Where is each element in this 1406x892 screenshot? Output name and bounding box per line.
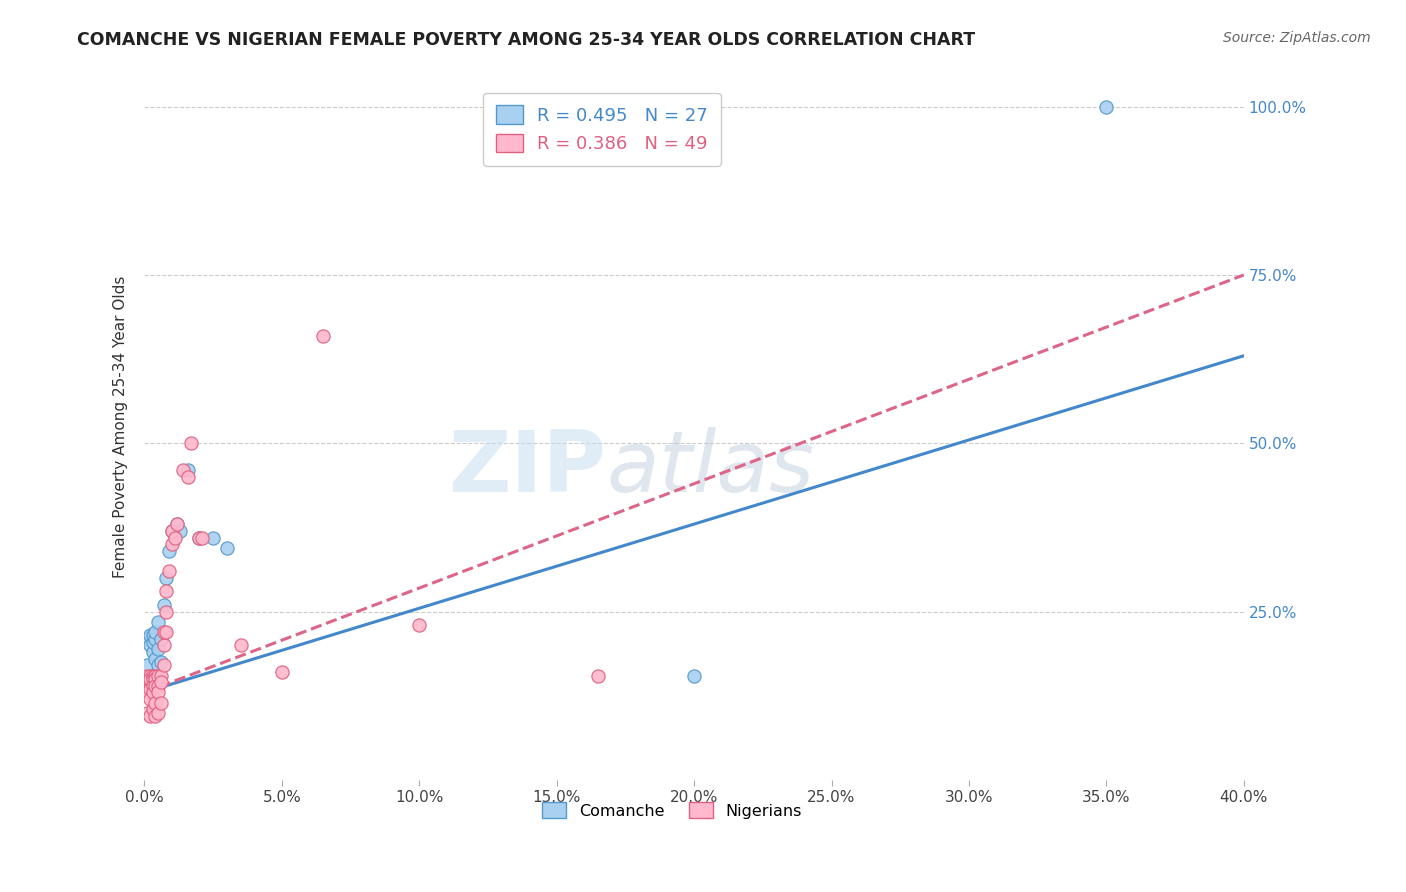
Point <box>136 706 159 720</box>
Point <box>152 624 174 639</box>
Point <box>155 624 177 639</box>
Point <box>142 628 165 642</box>
Point <box>157 544 180 558</box>
Point <box>270 665 292 680</box>
Point <box>142 702 165 716</box>
Point <box>136 668 159 682</box>
Point <box>145 652 167 666</box>
Point <box>139 675 162 690</box>
Point <box>136 685 159 699</box>
Point <box>215 541 238 555</box>
Point <box>142 679 165 693</box>
Point <box>163 531 186 545</box>
Legend: Comanche, Nigerians: Comanche, Nigerians <box>536 796 808 825</box>
Point <box>152 658 174 673</box>
Text: atlas: atlas <box>606 427 814 510</box>
Point <box>152 598 174 612</box>
Point <box>146 668 169 682</box>
Y-axis label: Female Poverty Among 25-34 Year Olds: Female Poverty Among 25-34 Year Olds <box>114 276 128 578</box>
Point <box>191 531 214 545</box>
Point <box>136 658 159 673</box>
Point <box>172 463 194 477</box>
Point <box>166 517 188 532</box>
Text: Source: ZipAtlas.com: Source: ZipAtlas.com <box>1223 31 1371 45</box>
Point <box>188 531 211 545</box>
Point <box>136 632 159 646</box>
Point <box>145 668 167 682</box>
Point <box>145 632 167 646</box>
Point <box>169 524 191 538</box>
Point <box>152 638 174 652</box>
Text: ZIP: ZIP <box>449 427 606 510</box>
Point <box>142 685 165 699</box>
Point <box>149 655 172 669</box>
Point <box>229 638 252 652</box>
Point <box>142 635 165 649</box>
Point <box>139 668 162 682</box>
Point <box>177 470 200 484</box>
Point <box>683 668 706 682</box>
Point <box>146 706 169 720</box>
Point <box>146 615 169 629</box>
Point <box>149 675 172 690</box>
Point <box>149 632 172 646</box>
Point <box>146 658 169 673</box>
Point <box>177 463 200 477</box>
Point <box>149 668 172 682</box>
Point <box>139 672 162 686</box>
Point <box>139 638 162 652</box>
Point <box>145 679 167 693</box>
Point <box>139 692 162 706</box>
Point <box>146 679 169 693</box>
Point <box>188 531 211 545</box>
Point <box>139 681 162 696</box>
Point <box>1095 100 1118 114</box>
Point <box>145 624 167 639</box>
Point <box>408 618 430 632</box>
Point <box>145 709 167 723</box>
Point <box>155 605 177 619</box>
Point <box>157 564 180 578</box>
Point <box>145 696 167 710</box>
Point <box>146 685 169 699</box>
Point <box>139 709 162 723</box>
Point <box>142 645 165 659</box>
Point <box>146 641 169 656</box>
Point <box>142 668 165 682</box>
Point <box>166 517 188 532</box>
Point <box>180 436 202 450</box>
Point <box>145 672 167 686</box>
Point <box>160 524 183 538</box>
Point <box>202 531 225 545</box>
Point <box>142 672 165 686</box>
Point <box>149 696 172 710</box>
Point <box>160 524 183 538</box>
Point <box>136 675 159 690</box>
Point <box>139 628 162 642</box>
Point <box>160 537 183 551</box>
Point <box>312 328 335 343</box>
Point <box>155 571 177 585</box>
Point <box>155 584 177 599</box>
Point <box>136 679 159 693</box>
Point <box>586 668 609 682</box>
Text: COMANCHE VS NIGERIAN FEMALE POVERTY AMONG 25-34 YEAR OLDS CORRELATION CHART: COMANCHE VS NIGERIAN FEMALE POVERTY AMON… <box>77 31 976 49</box>
